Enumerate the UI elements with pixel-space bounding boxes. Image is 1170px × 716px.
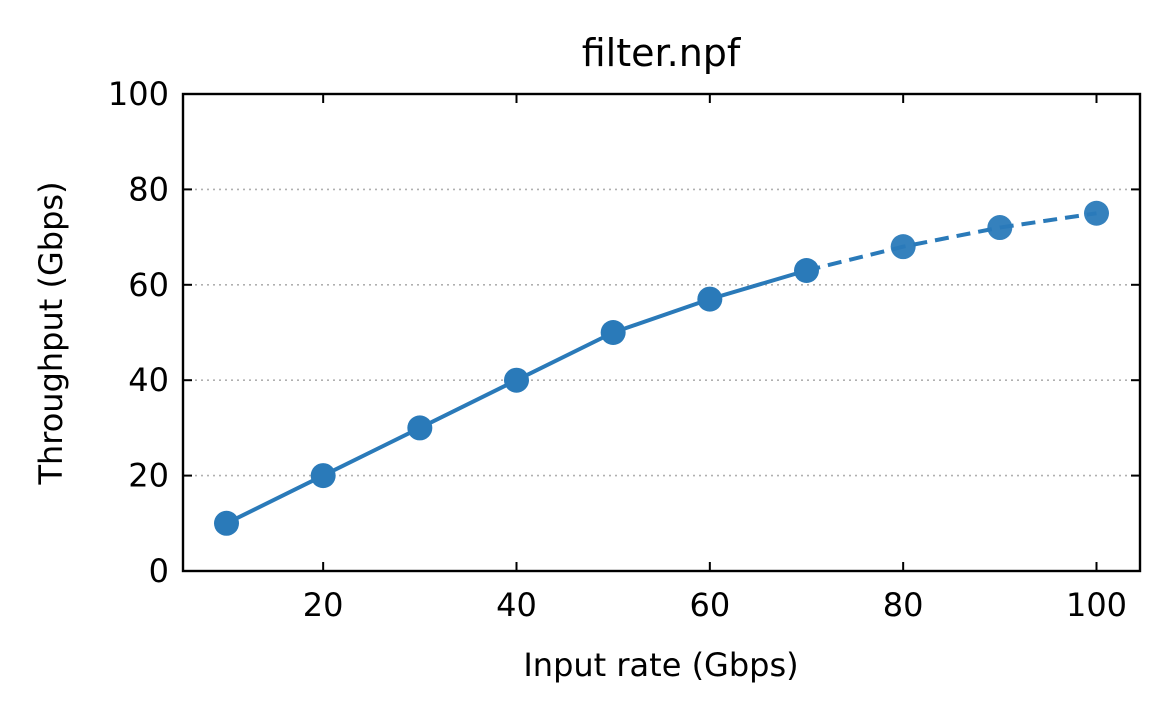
series-line-dashed [806,211,1097,273]
data-point [697,286,723,312]
data-point [600,320,626,345]
data-point [504,367,529,393]
y-tick-label: 0 [149,552,169,590]
x-tick-label: 60 [689,586,730,624]
data-point [794,257,819,283]
y-tick-label: 20 [128,457,169,495]
series-line-solid [225,268,808,526]
plot-frame [181,92,1142,573]
x-tick-label: 100 [1066,586,1127,624]
data-point [1084,200,1109,226]
chart-title: filter.npf [582,31,742,75]
data-point [407,415,433,441]
data-point [890,234,916,260]
x-tick-label: 20 [303,586,344,624]
x-tick-label: 80 [883,586,924,624]
y-tick-label: 60 [128,266,169,304]
y-tick-label: 100 [108,75,169,113]
y-axis-label: Throughput (Gbps) [32,181,70,485]
data-point [987,215,1013,241]
data-point [214,510,239,536]
axis-ticks: 0 20 40 60 80 100 20 40 60 80 100 [108,75,1140,624]
x-axis-label: Input rate (Gbps) [523,646,798,684]
y-tick-label: 80 [128,170,169,208]
x-tick-label: 40 [496,586,537,624]
data-point [310,463,336,489]
y-tick-label: 40 [128,361,169,399]
series-group [214,200,1109,536]
